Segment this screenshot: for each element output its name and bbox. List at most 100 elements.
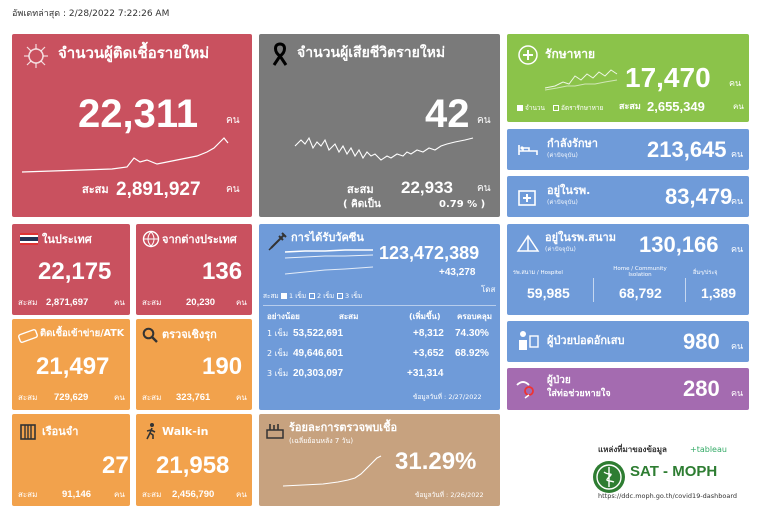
recovered-cum-value: 2,655,349 <box>647 99 705 114</box>
treating-card[interactable]: กำลังรักษา (ค่าปัจจุบัน) 213,645 คน <box>507 129 749 170</box>
positivity-trend <box>282 455 382 487</box>
vaccine-header-dose: อย่างน้อย <box>267 312 300 321</box>
unit: คน <box>731 150 744 160</box>
unit: คน <box>114 393 125 402</box>
new-cases-trend <box>21 137 229 173</box>
prison-cum-value: 91,146 <box>62 489 92 500</box>
recovered-value: 17,470 <box>625 62 711 93</box>
vaccine-total: 123,472,389 <box>379 243 480 263</box>
divider <box>593 278 594 302</box>
field-hospital-value: 130,166 <box>639 232 719 257</box>
vaccine-header-cum: สะสม <box>339 312 359 321</box>
field-col3-label: อื่นๆ/ประจุ <box>693 270 718 276</box>
prison-card[interactable]: เรือนจำ 27 สะสม 91,146 คน <box>12 414 130 506</box>
virus-icon <box>24 44 48 68</box>
pneumonia-value: 980 <box>683 329 720 354</box>
domestic-card[interactable]: ในประเทศ 22,175 สะสม 2,871,697 คน <box>12 224 130 315</box>
vaccine-card[interactable]: การได้รับวัคซีน 123,472,389 +43,278 โดส … <box>259 224 500 410</box>
domestic-value: 22,175 <box>38 258 112 285</box>
atk-card[interactable]: ติดเชื้อเข้าข่าย/ATK 21,497 สะสม 729,629… <box>12 319 130 410</box>
unit: คน <box>236 393 247 402</box>
ventilator-title: ผู้ป่วย <box>547 375 571 386</box>
unit: คน <box>226 184 240 195</box>
walkin-value: 21,958 <box>156 452 230 479</box>
abroad-card[interactable]: จากต่างประเทศ 136 สะสม 20,230 คน <box>136 224 252 315</box>
hospital-card[interactable]: อยู่ในรพ. (ค่าปัจจุบัน) 83,479 คน <box>507 176 749 217</box>
vaccine-row-cov: 68.92% <box>455 348 489 359</box>
legend-count-swatch <box>517 105 523 111</box>
prison-bars-icon <box>20 424 36 440</box>
globe-icon <box>142 230 160 248</box>
proactive-cum-label: สะสม <box>142 393 162 402</box>
proactive-cum-value: 323,761 <box>176 392 211 403</box>
unit: คน <box>114 298 125 307</box>
unit: คน <box>477 183 491 194</box>
treating-title: กำลังรักษา <box>547 137 598 150</box>
syringe-icon <box>268 232 287 251</box>
domestic-title: ในประเทศ <box>42 233 92 246</box>
vaccine-row-cum: 53,522,691 <box>293 328 344 339</box>
deaths-cum-value: 22,933 <box>401 178 453 197</box>
bed-icon <box>518 145 538 155</box>
domestic-cum-value: 2,871,697 <box>46 297 89 308</box>
new-cases-card[interactable]: จำนวนผู้ติดเชื้อรายใหม่ 22,311 คน สะสม 2… <box>12 34 252 217</box>
field-col1-value: 59,985 <box>527 285 570 301</box>
vaccine-row-inc: +8,312 <box>413 328 444 339</box>
tent-icon <box>516 234 540 252</box>
source-label: แหล่งที่มาของข้อมูล <box>598 445 667 454</box>
prison-value: 27 <box>102 452 129 479</box>
recovered-card[interactable]: รักษาหาย 17,470 คน จำนวน อัตรารักษาหาย ส… <box>507 34 749 122</box>
positivity-value: 31.29% <box>395 448 477 475</box>
prison-cum-label: สะสม <box>18 490 38 499</box>
unit: คน <box>477 115 491 126</box>
legend-rate-swatch <box>553 105 559 111</box>
deaths-title: จำนวนผู้เสียชีวิตรายใหม่ <box>297 45 446 61</box>
divider <box>685 278 686 302</box>
dashboard-url[interactable]: https://ddc.moph.go.th/covid19-dashboard <box>598 492 738 500</box>
walkin-cum-label: สะสม <box>142 490 162 499</box>
abroad-cum-label: สะสม <box>142 298 162 307</box>
positivity-subtitle: (เฉลี่ยย้อนหลัง 7 วัน) <box>289 437 354 445</box>
recovered-cum-label: สะสม <box>619 102 641 112</box>
unit: คน <box>226 115 240 126</box>
atk-cum-value: 729,629 <box>54 392 89 403</box>
ventilator-card[interactable]: ผู้ป่วย ใส่ท่อช่วยหายใจ 280 คน <box>507 368 749 410</box>
test-kit-icon <box>18 329 38 343</box>
treating-value: 213,645 <box>647 137 727 162</box>
tableau-logo: +tableau <box>690 445 727 454</box>
field-hospital-card[interactable]: อยู่ในรพ.สนาม (ค่าปัจจุบัน) 130,166 คน ร… <box>507 224 749 315</box>
positivity-data-date: ข้อมูลวันที่ : 2/26/2022 <box>415 491 484 499</box>
last-updated: อัพเดทล่าสุด : 2/28/2022 7:22:26 AM <box>12 9 170 19</box>
vaccine-header-inc: (เพิ่มขึ้น) <box>409 312 441 321</box>
unit: คน <box>731 245 744 255</box>
deaths-trend <box>294 136 474 161</box>
vaccine-legend-3: 3 เข็ม <box>345 292 363 300</box>
proactive-card[interactable]: ตรวจเชิงรุก 190 สะสม 323,761 คน <box>136 319 252 410</box>
patient-icon <box>519 331 539 350</box>
field-col3-value: 1,389 <box>701 285 737 301</box>
unit: คน <box>731 197 744 207</box>
magnifier-icon <box>142 327 158 343</box>
deaths-pct-value: 0.79 % ) <box>439 199 486 210</box>
atk-value: 21,497 <box>36 353 110 380</box>
unit: คน <box>236 490 247 499</box>
walkin-card[interactable]: Walk-in 21,958 สะสม 2,456,790 คน <box>136 414 252 506</box>
legend-dose1-swatch <box>281 293 287 299</box>
new-cases-title: จำนวนผู้ติดเชื้อรายใหม่ <box>58 44 210 62</box>
new-cases-cum-value: 2,891,927 <box>116 179 201 200</box>
hospital-note: (ค่าปัจจุบัน) <box>547 199 578 206</box>
ventilator-title2: ใส่ท่อช่วยหายใจ <box>547 389 611 399</box>
treating-note: (ค่าปัจจุบัน) <box>547 152 578 159</box>
field-col1-label: รพ.สนาม / Hospitel <box>513 270 563 276</box>
vaccine-row-inc: +31,314 <box>407 368 444 379</box>
vaccine-row-cum: 20,303,097 <box>293 368 344 379</box>
deaths-value: 42 <box>425 92 470 136</box>
pneumonia-card[interactable]: ผู้ป่วยปอดอักเสบ 980 คน <box>507 321 749 362</box>
prison-title: เรือนจำ <box>42 425 79 438</box>
unit: คน <box>731 389 744 399</box>
unit: คน <box>236 298 247 307</box>
unit: คน <box>729 79 742 89</box>
positivity-card[interactable]: ร้อยละการตรวจพบเชื้อ (เฉลี่ยย้อนหลัง 7 ว… <box>259 414 500 506</box>
deaths-card[interactable]: จำนวนผู้เสียชีวิตรายใหม่ 42 คน สะสม 22,9… <box>259 34 500 217</box>
plus-circle-icon <box>518 45 538 65</box>
